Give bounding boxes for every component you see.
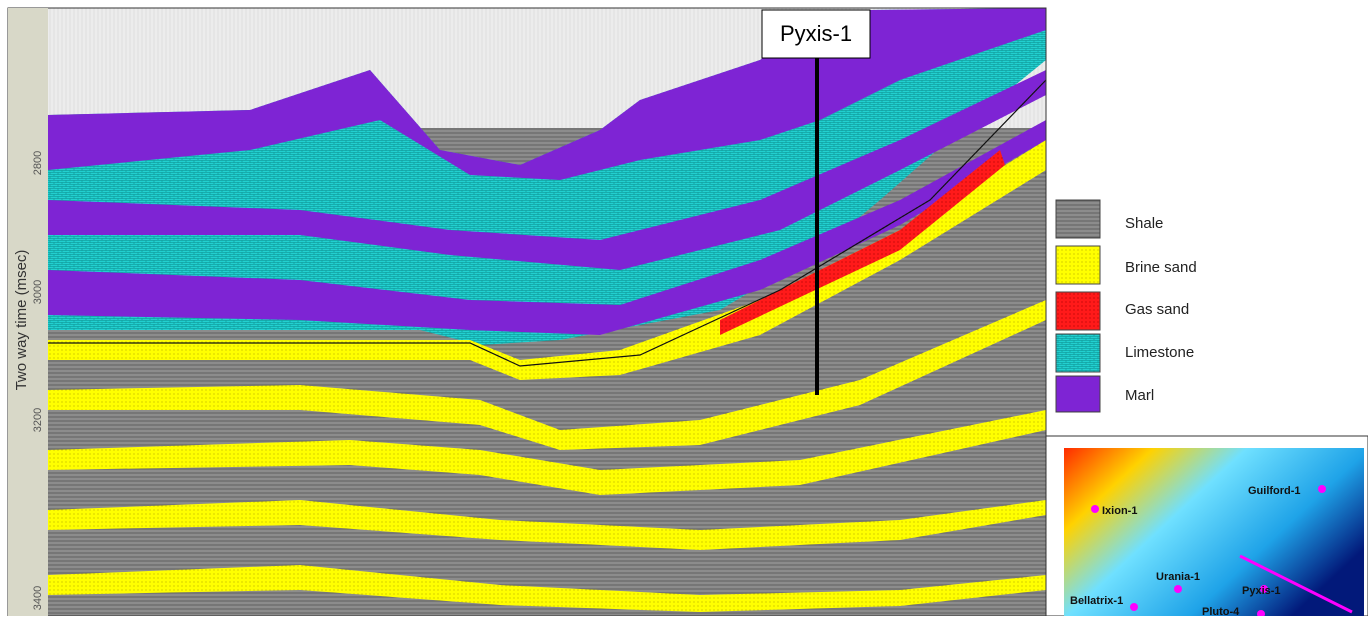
legend-label: Marl — [1125, 387, 1154, 404]
tick-label: 3000 — [32, 280, 44, 304]
legend-swatch — [1056, 376, 1100, 412]
map-well: Guilford-1 — [1248, 485, 1301, 497]
tick-label: 3400 — [32, 586, 44, 610]
legend-swatch — [1056, 246, 1100, 284]
legend: Shale Brine sand Gas sand Limestone Marl — [1056, 200, 1197, 412]
legend-label: Shale — [1125, 215, 1163, 232]
map-well: Pyxis-1 — [1242, 585, 1281, 597]
map-well: Urania-1 — [1156, 571, 1200, 583]
map-well: Pluto-4 — [1202, 606, 1240, 616]
tick-label: 2800 — [32, 151, 44, 175]
well-label: Pyxis-1 — [780, 21, 852, 46]
legend-swatch — [1056, 200, 1100, 238]
map-well: Ixion-1 — [1102, 505, 1137, 517]
location-map: Ixion-1 Guilford-1 Urania-1 Pyxis-1 Bell… — [1046, 436, 1368, 616]
tick-label: 3200 — [32, 408, 44, 432]
seismic-section — [8, 8, 1046, 616]
axis-label: Two way time (msec) — [13, 250, 30, 391]
legend-label: Brine sand — [1125, 259, 1197, 276]
legend-label: Limestone — [1125, 344, 1194, 361]
legend-swatch — [1056, 292, 1100, 330]
legend-label: Gas sand — [1125, 301, 1189, 318]
figure: Two way time (msec) 2800 3000 3200 3400 … — [0, 0, 1368, 616]
map-well: Bellatrix-1 — [1070, 595, 1123, 607]
legend-swatch — [1056, 334, 1100, 372]
